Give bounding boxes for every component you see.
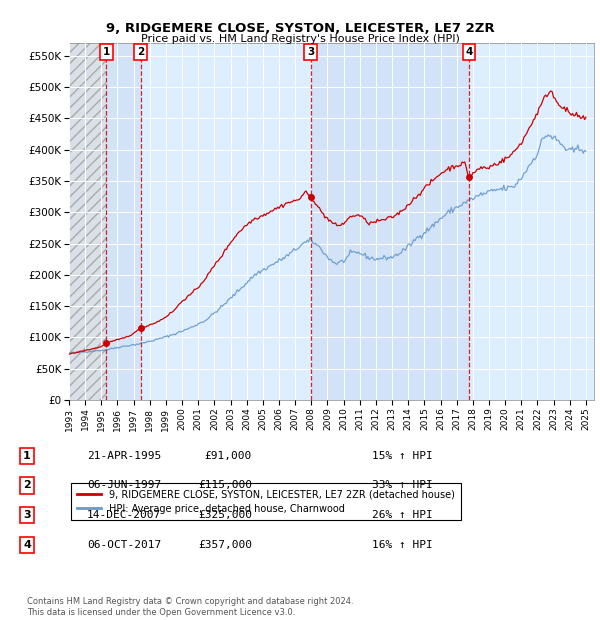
Bar [69, 43, 106, 400]
Text: £325,000: £325,000 [198, 510, 252, 520]
Text: 4: 4 [465, 47, 473, 57]
Text: 1: 1 [23, 451, 31, 461]
Text: 06-JUN-1997: 06-JUN-1997 [87, 480, 161, 490]
Text: Contains HM Land Registry data © Crown copyright and database right 2024.
This d: Contains HM Land Registry data © Crown c… [27, 598, 353, 617]
Text: £357,000: £357,000 [198, 540, 252, 550]
Bar [69, 43, 106, 400]
Text: 15% ↑ HPI: 15% ↑ HPI [372, 451, 433, 461]
Text: 2: 2 [23, 480, 31, 490]
Text: £91,000: £91,000 [205, 451, 252, 461]
Text: 3: 3 [307, 47, 314, 57]
Bar [311, 43, 469, 400]
Text: 1: 1 [103, 47, 110, 57]
Text: 21-APR-1995: 21-APR-1995 [87, 451, 161, 461]
Text: £115,000: £115,000 [198, 480, 252, 490]
Text: Price paid vs. HM Land Registry's House Price Index (HPI): Price paid vs. HM Land Registry's House … [140, 34, 460, 44]
Text: 4: 4 [23, 540, 31, 550]
Text: 16% ↑ HPI: 16% ↑ HPI [372, 540, 433, 550]
Text: 9, RIDGEMERE CLOSE, SYSTON, LEICESTER, LE7 2ZR: 9, RIDGEMERE CLOSE, SYSTON, LEICESTER, L… [106, 22, 494, 35]
Text: 14-DEC-2007: 14-DEC-2007 [87, 510, 161, 520]
Text: 2: 2 [137, 47, 145, 57]
Bar [106, 43, 141, 400]
Text: 06-OCT-2017: 06-OCT-2017 [87, 540, 161, 550]
Text: 26% ↑ HPI: 26% ↑ HPI [372, 510, 433, 520]
Text: 3: 3 [23, 510, 31, 520]
Legend: 9, RIDGEMERE CLOSE, SYSTON, LEICESTER, LE7 2ZR (detached house), HPI: Average pr: 9, RIDGEMERE CLOSE, SYSTON, LEICESTER, L… [71, 483, 461, 520]
Text: 33% ↑ HPI: 33% ↑ HPI [372, 480, 433, 490]
